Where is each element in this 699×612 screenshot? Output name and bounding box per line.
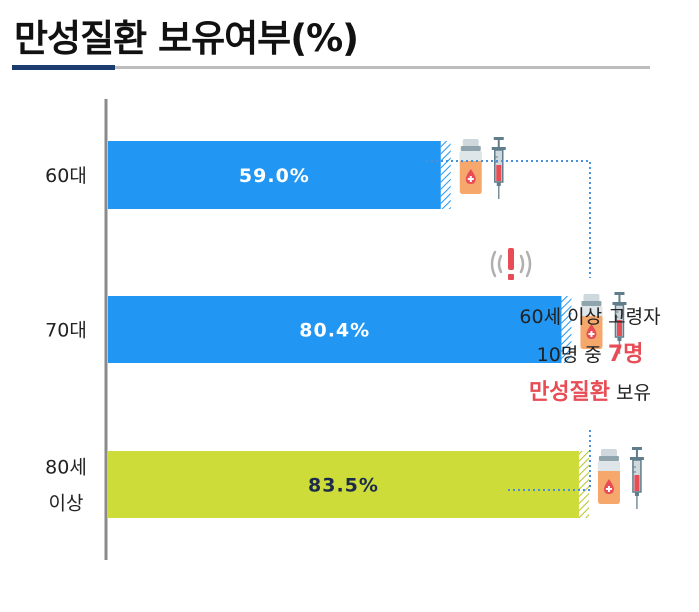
- chart-title: 만성질환 보유여부(%): [14, 17, 359, 60]
- callout-line-3-text: 보유: [609, 382, 651, 404]
- callout-highlight-disease: 만성질환: [529, 380, 610, 405]
- title-underline-accent: [12, 65, 115, 70]
- connector-top: [426, 160, 591, 278]
- medicine-bottle-icon: [459, 139, 482, 194]
- bar-3: [108, 451, 579, 518]
- alert-icon: [490, 248, 532, 280]
- category-label-3: 80세: [45, 457, 87, 479]
- bar-1: [108, 141, 441, 209]
- bar-hatch-2: [561, 296, 572, 363]
- category-label-3: 이상: [49, 493, 84, 515]
- title-underline: [12, 66, 650, 69]
- bar-2: [108, 296, 562, 363]
- bar-value-label-3: 83.5%: [308, 475, 379, 497]
- bar-value-label-2: 80.4%: [299, 320, 370, 342]
- category-label-2: 70대: [45, 320, 87, 342]
- bar-hatch-1: [440, 141, 451, 209]
- medicine-bottle-icon: [597, 449, 620, 504]
- callout-line-2-text: 10명 중: [536, 344, 608, 366]
- syringe-icon: [491, 136, 507, 200]
- bar-value-label-1: 59.0%: [239, 165, 310, 187]
- syringe-icon: [629, 446, 645, 510]
- callout-line-2: 10명 중 7명: [495, 336, 685, 374]
- callout-text: 60세 이상 고령자 10명 중 7명 만성질환 보유: [495, 298, 685, 412]
- callout-line-3: 만성질환 보유: [495, 374, 685, 412]
- callout-highlight-count: 7명: [607, 342, 644, 367]
- callout-line-1: 60세 이상 고령자: [519, 306, 661, 328]
- category-label-1: 60대: [45, 165, 87, 187]
- connector-bottom: [508, 430, 591, 491]
- bar-hatch-3: [578, 451, 589, 518]
